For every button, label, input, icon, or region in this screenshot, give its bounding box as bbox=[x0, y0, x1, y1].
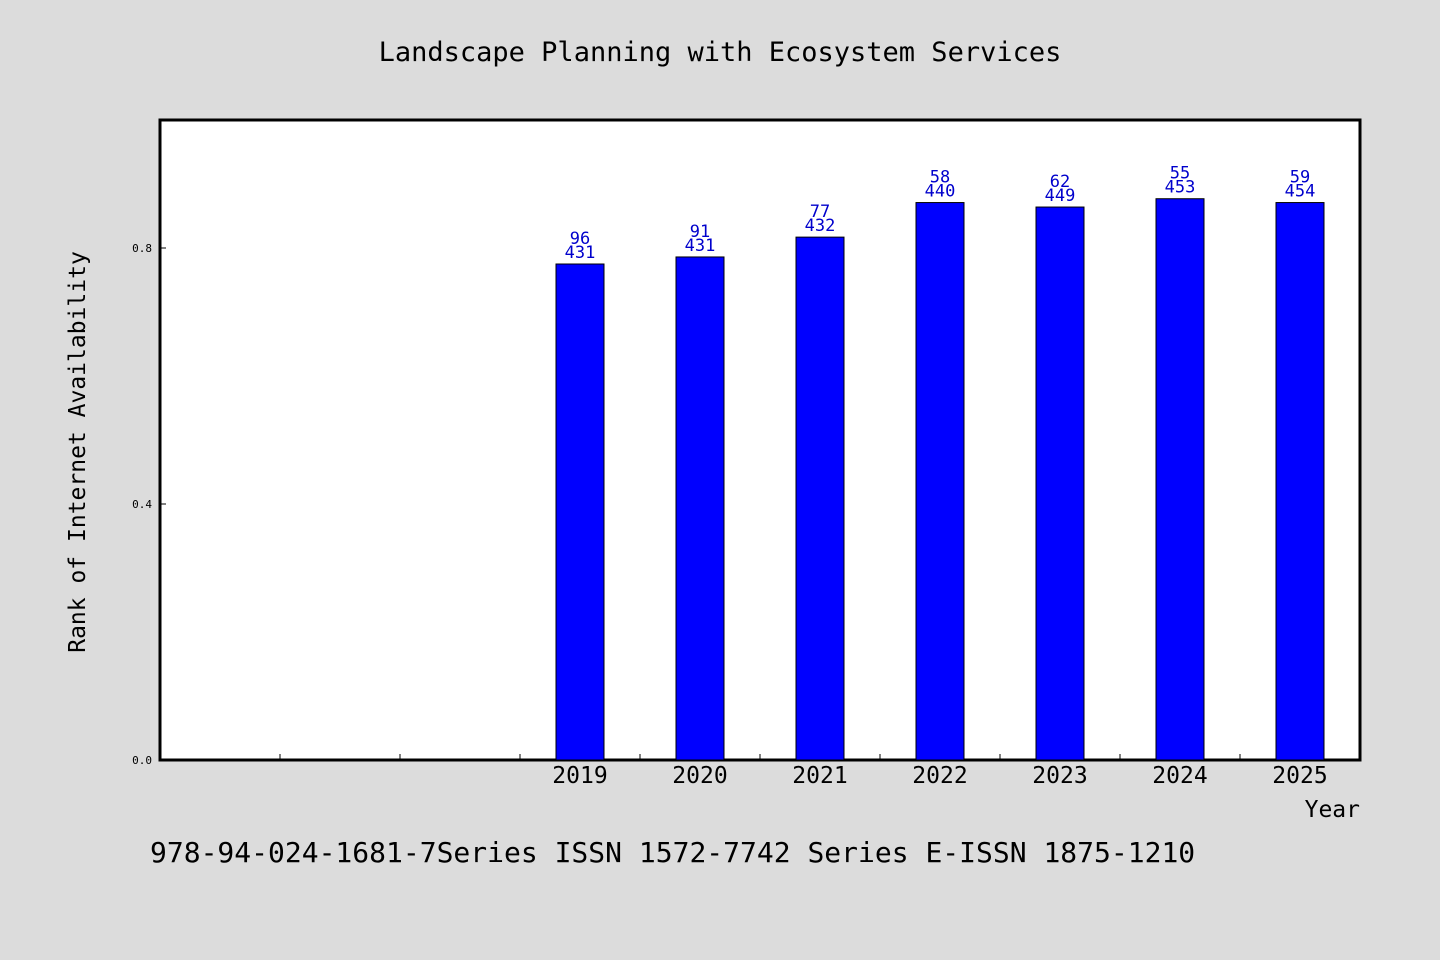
bar-label-bottom: 454 bbox=[1285, 182, 1316, 202]
bar-label-top: 96 bbox=[570, 229, 590, 249]
bar bbox=[1155, 198, 1205, 761]
bar-label-bottom: 440 bbox=[925, 182, 956, 202]
y-axis-label: Rank of Internet Availability bbox=[65, 251, 91, 653]
bar-label-top: 77 bbox=[810, 202, 830, 222]
bar-label-bottom: 431 bbox=[565, 243, 596, 263]
bar bbox=[555, 263, 605, 761]
bar-label-top: 91 bbox=[690, 222, 710, 242]
bar-label-bottom: 453 bbox=[1165, 178, 1196, 198]
bar bbox=[675, 256, 725, 761]
x-tick-label: 2024 bbox=[1152, 763, 1207, 789]
bar-label-top: 58 bbox=[930, 168, 950, 188]
bar bbox=[795, 236, 845, 761]
x-tick-label: 2022 bbox=[912, 763, 967, 789]
bar-label-top: 62 bbox=[1050, 172, 1070, 192]
chart-title: Landscape Planning with Ecosystem Servic… bbox=[379, 37, 1062, 68]
bar-label-bottom: 431 bbox=[685, 236, 716, 256]
footer-text: 978-94-024-1681-7Series ISSN 1572-7742 S… bbox=[150, 836, 1195, 869]
x-tick-label: 2023 bbox=[1032, 763, 1087, 789]
x-tick-label: 2021 bbox=[792, 763, 847, 789]
y-tick-label: 0.4 bbox=[132, 498, 152, 511]
bar-label-bottom: 449 bbox=[1045, 186, 1076, 206]
bar-label-bottom: 432 bbox=[805, 216, 836, 236]
x-tick-label: 2025 bbox=[1272, 763, 1327, 789]
bar-label-top: 55 bbox=[1170, 164, 1190, 184]
y-tick-label: 0.8 bbox=[132, 242, 152, 255]
bar bbox=[1035, 206, 1085, 761]
x-axis-label: Year bbox=[1305, 797, 1360, 823]
bar bbox=[1275, 202, 1325, 761]
axis-ticks: 0.0 0.4 0.8 2019 2020 2021 2022 2023 2024 2025 bbox=[132, 242, 1328, 789]
y-tick-label: 0.0 bbox=[132, 754, 152, 767]
x-tick-label: 2019 bbox=[552, 763, 607, 789]
x-tick-label: 2020 bbox=[672, 763, 727, 789]
bar-label-top: 59 bbox=[1290, 168, 1310, 188]
bar bbox=[915, 202, 965, 761]
